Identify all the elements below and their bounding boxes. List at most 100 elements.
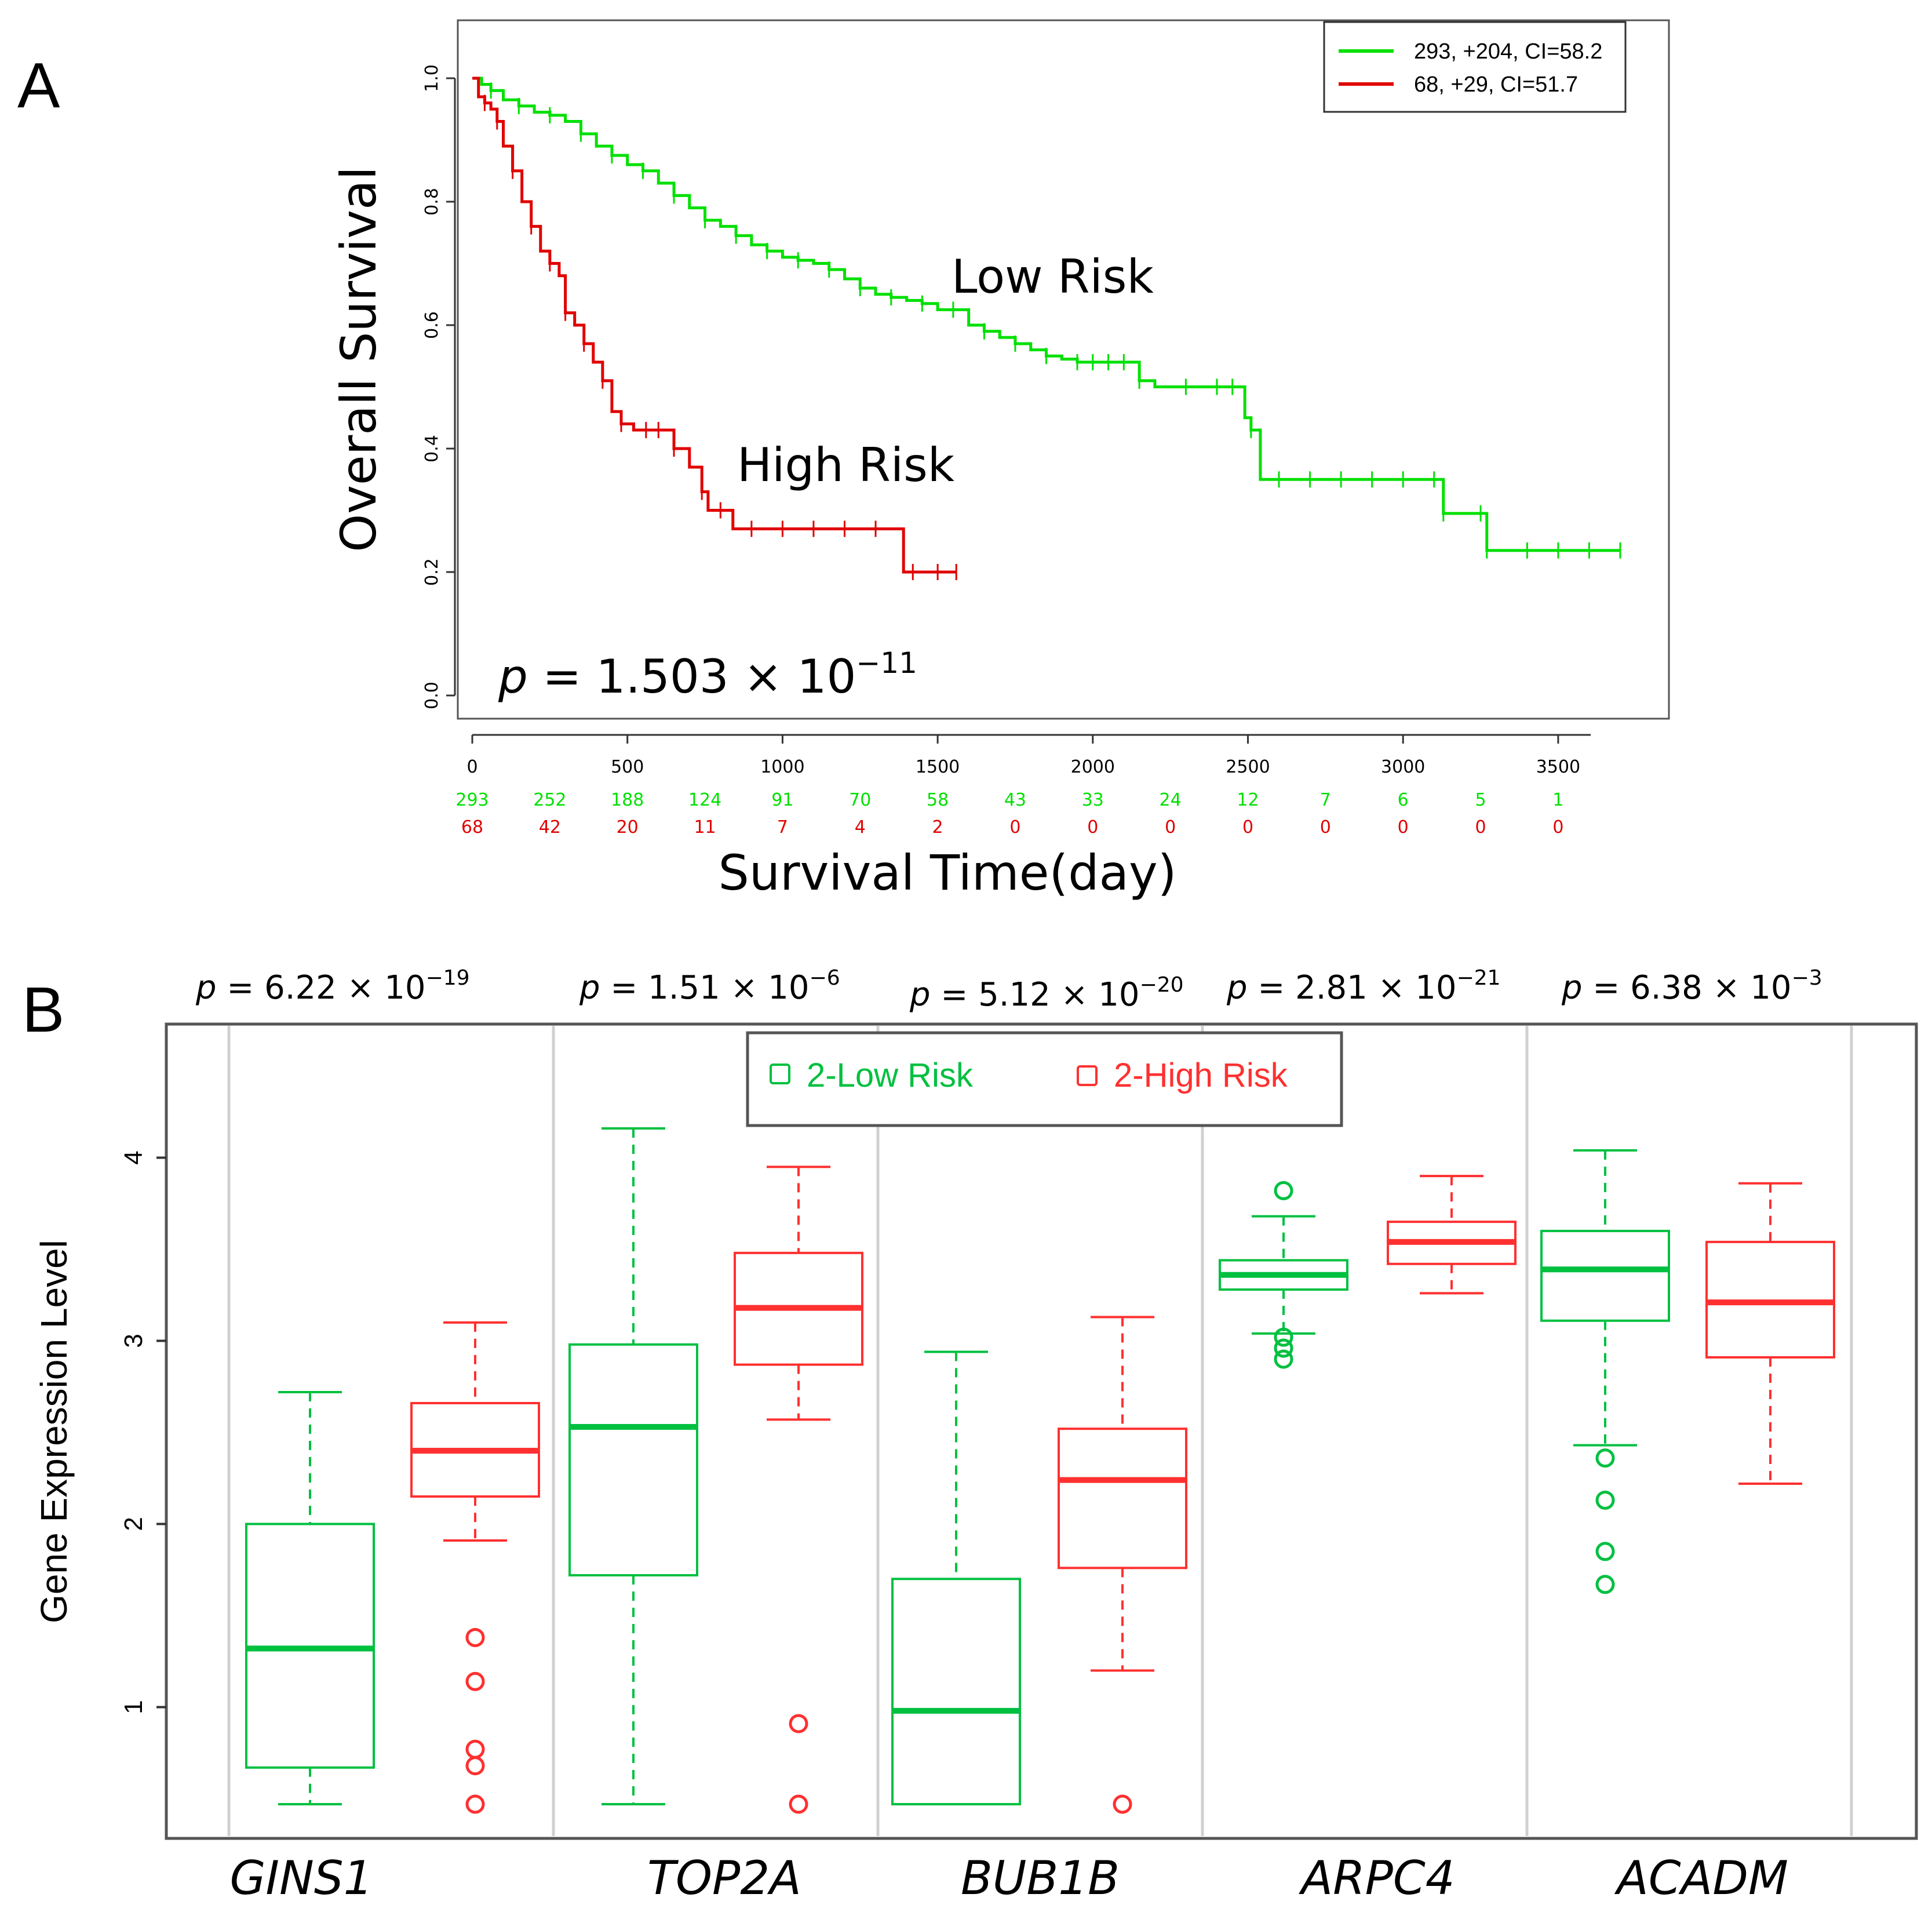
survival-legend: 293, +204, CI=58.2 68, +29, CI=51.7 bbox=[1323, 21, 1627, 113]
boxplot-y-tick-label: 2 bbox=[119, 1517, 148, 1531]
gene-p-value: p = 6.38 × 10−3 bbox=[1561, 966, 1822, 1007]
p-value-base: 10 bbox=[1740, 969, 1792, 1007]
low-risk-box-acadm bbox=[1540, 1149, 1670, 1594]
high-risk-box-top2a bbox=[734, 1166, 863, 1814]
gene-label-gins1: GINS1 bbox=[229, 1851, 373, 1905]
p-base: 10 bbox=[797, 650, 856, 704]
at-risk-high-count: 20 bbox=[617, 817, 639, 837]
at-risk-low-count: 58 bbox=[927, 790, 949, 810]
p-value-base: 10 bbox=[1405, 969, 1457, 1007]
p-value-exponent: −3 bbox=[1792, 966, 1822, 990]
p-value-times: × bbox=[337, 969, 374, 1007]
legend-low-square bbox=[770, 1064, 790, 1084]
p-mantissa: = 1.503 bbox=[542, 650, 728, 704]
p-value-times: × bbox=[1703, 969, 1740, 1007]
outlier-point bbox=[1274, 1338, 1293, 1358]
survival-x-tick-label: 3000 bbox=[1381, 757, 1425, 777]
at-risk-high-count: 0 bbox=[1087, 817, 1098, 837]
at-risk-low-count: 7 bbox=[1320, 790, 1331, 810]
p-value-mant: = 6.38 bbox=[1583, 969, 1703, 1007]
gene-p-value: p = 1.51 × 10−6 bbox=[579, 966, 840, 1007]
gene-labels: GINS1 TOP2A BUB1B ARPC4 ACADM bbox=[229, 1851, 1788, 1905]
high-risk-annotation: High Risk bbox=[737, 438, 955, 492]
gene-p-value: p = 5.12 × 10−20 bbox=[909, 973, 1184, 1014]
at-risk-high-count: 0 bbox=[1165, 817, 1176, 837]
outlier-point bbox=[465, 1756, 485, 1776]
boxplots bbox=[245, 1127, 1835, 1814]
outlier-point bbox=[1595, 1575, 1615, 1594]
at-risk-high-count: 2 bbox=[932, 817, 943, 837]
outlier-point bbox=[465, 1627, 485, 1647]
legend-low-label: 293, +204, CI=58.2 bbox=[1414, 39, 1602, 64]
p-value-exponent: −21 bbox=[1457, 966, 1501, 990]
survival-y-label: Overall Survival bbox=[330, 166, 387, 552]
survival-y-tick-label: 1.0 bbox=[422, 64, 442, 92]
p-value-base: 10 bbox=[1088, 976, 1140, 1014]
at-risk-high-count: 0 bbox=[1320, 817, 1331, 837]
boxplot-y-tick-label: 1 bbox=[119, 1700, 148, 1714]
at-risk-low-count: 12 bbox=[1237, 790, 1259, 810]
survival-y-tick-label: 0.2 bbox=[422, 558, 442, 586]
outlier-point bbox=[465, 1794, 485, 1814]
low-risk-annotation: Low Risk bbox=[952, 250, 1154, 304]
survival-y-tick-label: 0.4 bbox=[422, 435, 442, 462]
survival-y-tick-label: 0.0 bbox=[422, 682, 442, 709]
p-value-mant: = 6.22 bbox=[217, 969, 337, 1007]
survival-x-ticks: 0 500 1000 1500 2000 2500 3000 3500 bbox=[466, 735, 1580, 777]
survival-x-tick-label: 3500 bbox=[1536, 757, 1580, 777]
survival-p-value: p = 1.503 × 10−11 bbox=[498, 646, 917, 704]
iqr-box bbox=[1540, 1229, 1670, 1322]
outlier-point bbox=[1595, 1490, 1615, 1510]
at-risk-low-count: 188 bbox=[611, 790, 644, 810]
low-risk-box-arpc4 bbox=[1219, 1181, 1348, 1369]
p-value-times: × bbox=[720, 969, 758, 1007]
outlier-point bbox=[789, 1794, 808, 1814]
outlier-point bbox=[1274, 1181, 1293, 1200]
outlier-point bbox=[1274, 1327, 1293, 1347]
survival-x-tick-label: 2500 bbox=[1226, 757, 1270, 777]
at-risk-low-count: 252 bbox=[533, 790, 566, 810]
survival-x-tick-label: 1500 bbox=[916, 757, 960, 777]
panel-a-label: A bbox=[17, 50, 60, 121]
at-risk-low-count: 33 bbox=[1082, 790, 1104, 810]
outlier-point bbox=[789, 1714, 808, 1733]
survival-plot-frame bbox=[457, 19, 1670, 720]
p-exponent: −11 bbox=[856, 646, 917, 680]
outlier-point bbox=[1595, 1542, 1615, 1561]
at-risk-low-count: 91 bbox=[771, 790, 793, 810]
legend-high-risk-label: 2-High Risk bbox=[1114, 1057, 1288, 1094]
gene-label-bub1b: BUB1B bbox=[961, 1851, 1120, 1905]
iqr-box bbox=[568, 1343, 698, 1577]
survival-legend-box bbox=[1323, 21, 1627, 113]
boxplot-frame bbox=[165, 1022, 1918, 1840]
p-times: × bbox=[743, 650, 782, 704]
gene-label-acadm: ACADM bbox=[1614, 1851, 1788, 1905]
p-value-base: 10 bbox=[758, 969, 810, 1007]
at-risk-high-count: 4 bbox=[855, 817, 866, 837]
p-value-times: × bbox=[1051, 976, 1088, 1014]
at-risk-low-count: 24 bbox=[1160, 790, 1182, 810]
legend-high-square bbox=[1077, 1065, 1098, 1086]
at-risk-high-count: 0 bbox=[1398, 817, 1409, 837]
at-risk-low-count: 43 bbox=[1004, 790, 1026, 810]
low-risk-box-gins1 bbox=[245, 1391, 375, 1805]
boxplot-y-tick-label: 3 bbox=[119, 1334, 148, 1347]
gene-label-arpc4: ARPC4 bbox=[1298, 1851, 1455, 1905]
at-risk-low-count: 293 bbox=[455, 790, 489, 810]
p-value-times: × bbox=[1368, 969, 1405, 1007]
p-value-sym: p bbox=[195, 969, 217, 1007]
legend-high-label: 68, +29, CI=51.7 bbox=[1414, 72, 1578, 97]
p-symbol: p bbox=[498, 650, 528, 704]
at-risk-high-count: 0 bbox=[1475, 817, 1486, 837]
high-risk-box-bub1b bbox=[1058, 1316, 1187, 1814]
p-value-sym: p bbox=[1561, 969, 1583, 1007]
outlier-point bbox=[1274, 1349, 1293, 1369]
at-risk-low-count: 70 bbox=[849, 790, 871, 810]
high-risk-box-gins1 bbox=[410, 1321, 540, 1814]
p-value-exponent: −20 bbox=[1140, 973, 1184, 997]
outlier-point bbox=[1113, 1794, 1132, 1814]
at-risk-high-count: 0 bbox=[1552, 817, 1563, 837]
boxplot-legend: 2-Low Risk 2-High Risk bbox=[746, 1031, 1343, 1127]
